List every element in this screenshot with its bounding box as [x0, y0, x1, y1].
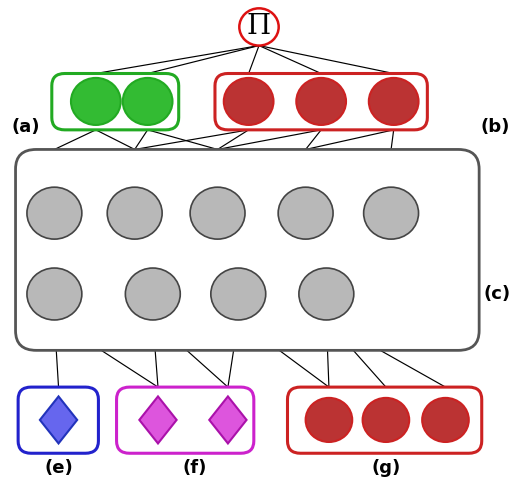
Circle shape	[296, 78, 346, 125]
Text: (e): (e)	[44, 459, 73, 477]
Circle shape	[211, 268, 266, 320]
FancyBboxPatch shape	[16, 149, 479, 350]
Circle shape	[422, 398, 469, 442]
Circle shape	[190, 187, 245, 239]
Polygon shape	[139, 396, 177, 443]
Circle shape	[364, 187, 419, 239]
FancyBboxPatch shape	[215, 74, 427, 130]
Circle shape	[278, 187, 333, 239]
FancyBboxPatch shape	[287, 387, 482, 453]
Circle shape	[306, 398, 352, 442]
Circle shape	[239, 8, 279, 46]
Circle shape	[123, 78, 172, 125]
Circle shape	[363, 398, 409, 442]
Text: (f): (f)	[182, 459, 207, 477]
Text: (b): (b)	[480, 119, 509, 136]
Circle shape	[27, 187, 82, 239]
Circle shape	[27, 268, 82, 320]
Text: (g): (g)	[371, 459, 400, 477]
Circle shape	[107, 187, 162, 239]
Circle shape	[369, 78, 419, 125]
Text: Π: Π	[247, 13, 271, 41]
FancyBboxPatch shape	[18, 387, 98, 453]
Text: (a): (a)	[11, 119, 40, 136]
FancyBboxPatch shape	[52, 74, 179, 130]
FancyBboxPatch shape	[117, 387, 254, 453]
Circle shape	[299, 268, 354, 320]
Circle shape	[71, 78, 121, 125]
Circle shape	[125, 268, 180, 320]
Polygon shape	[209, 396, 247, 443]
Polygon shape	[40, 396, 77, 443]
Text: (c): (c)	[484, 285, 511, 303]
Circle shape	[224, 78, 274, 125]
